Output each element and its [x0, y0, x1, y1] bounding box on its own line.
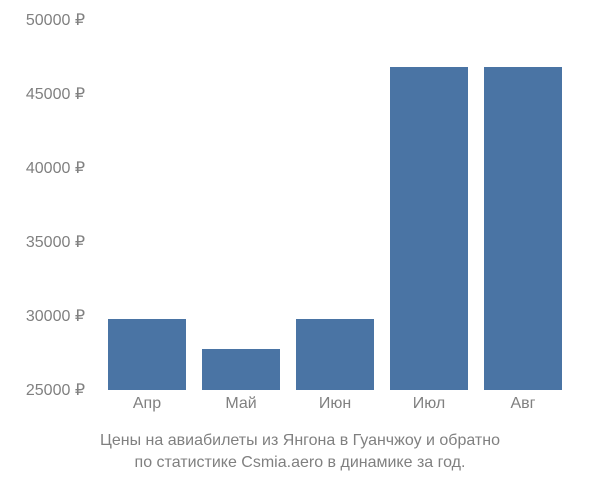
bar — [296, 319, 374, 390]
y-tick-label: 45000 ₽ — [0, 84, 85, 104]
y-tick-label: 40000 ₽ — [0, 158, 85, 178]
bar — [484, 67, 562, 390]
x-tick-label: Май — [198, 395, 284, 413]
x-tick-label: Апр — [104, 395, 190, 413]
bar-column — [198, 349, 284, 390]
bar — [202, 349, 280, 390]
x-tick-label: Июл — [386, 395, 472, 413]
y-tick-label: 50000 ₽ — [0, 10, 85, 30]
x-axis-labels: Апр Май Июн Июл Авг — [90, 395, 580, 413]
flight-price-chart: 25000 ₽ 30000 ₽ 35000 ₽ 40000 ₽ 45000 ₽ 50000… — [0, 0, 600, 500]
y-tick-label: 25000 ₽ — [0, 380, 85, 400]
bar-column — [292, 319, 378, 390]
bar — [108, 319, 186, 390]
caption-line-1: Цены на авиабилеты из Янгона в Гуанчжоу … — [100, 432, 500, 449]
bar — [390, 67, 468, 390]
bar-column — [104, 319, 190, 390]
bar-column — [480, 67, 566, 390]
chart-caption: Цены на авиабилеты из Янгона в Гуанчжоу … — [0, 430, 600, 475]
bars-area — [90, 20, 580, 390]
x-tick-label: Авг — [480, 395, 566, 413]
y-tick-label: 30000 ₽ — [0, 306, 85, 326]
x-tick-label: Июн — [292, 395, 378, 413]
bar-column — [386, 67, 472, 390]
y-tick-label: 35000 ₽ — [0, 232, 85, 252]
caption-line-2: по статистике Csmia.aero в динамике за г… — [135, 454, 466, 471]
